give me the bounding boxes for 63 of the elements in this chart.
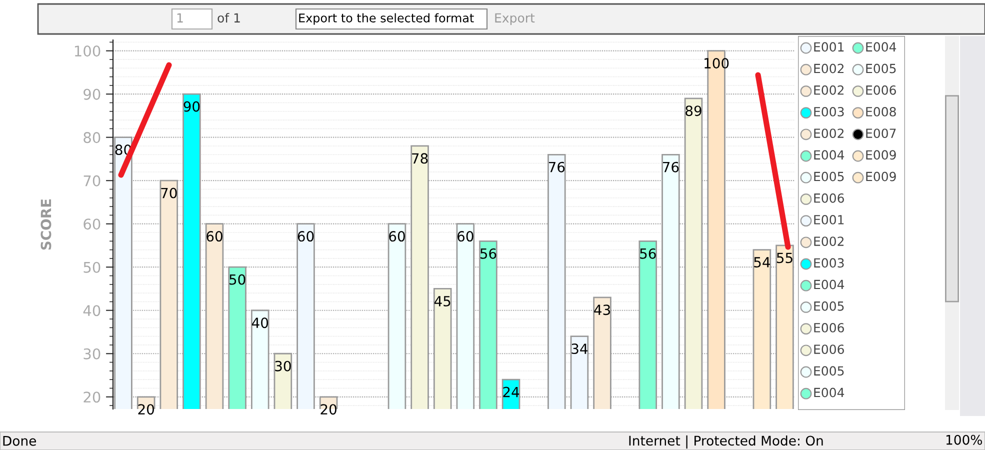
data-label: 40 <box>252 318 268 328</box>
legend-label: E001 <box>814 214 844 224</box>
data-label: 55 <box>776 252 792 264</box>
data-label: 20 <box>320 404 336 415</box>
legend-label: E006 <box>814 344 844 354</box>
legend-label: E006 <box>814 322 844 332</box>
legend-label: E006 <box>866 85 896 95</box>
legend-label: E004 <box>814 150 844 160</box>
text: Export <box>495 13 535 26</box>
y-tick-label: 60 <box>84 218 100 230</box>
legend-label: E007 <box>866 128 896 138</box>
legend-label: E002 <box>814 85 844 95</box>
data-label: 76 <box>662 162 679 172</box>
data-label: 60 <box>206 231 222 242</box>
y-tick-label: 30 <box>84 348 100 360</box>
data-label: 60 <box>298 231 314 242</box>
legend-label: E001 <box>814 42 844 52</box>
legend-label: E003 <box>814 106 844 116</box>
data-label: 100 <box>704 58 729 69</box>
text: Export to the selected format <box>299 13 474 25</box>
y-tick-label: 80 <box>84 132 100 144</box>
data-label: 54 <box>754 257 770 268</box>
legend-label: E009 <box>866 172 896 182</box>
data-label: 56 <box>480 248 496 259</box>
legend-label: E002 <box>814 236 844 246</box>
legend-label: E004 <box>814 388 844 398</box>
data-label: 34 <box>572 344 588 354</box>
legend-label: E005 <box>814 366 844 376</box>
text: Done <box>3 436 36 446</box>
legend-label: E005 <box>814 172 844 182</box>
data-label: 60 <box>458 231 474 242</box>
legend-label: E003 <box>814 258 844 268</box>
data-label: 89 <box>686 106 702 116</box>
y-tick-label: 90 <box>84 88 100 100</box>
data-label: 45 <box>434 296 450 306</box>
legend-label: E004 <box>814 280 844 290</box>
data-label: 56 <box>640 248 656 259</box>
data-label: 43 <box>594 304 610 316</box>
y-tick-label: 100 <box>74 46 100 57</box>
legend-label: E002 <box>814 128 844 138</box>
legend-label: E002 <box>814 64 844 74</box>
text: Internet | Protected Mode: On <box>629 435 823 449</box>
legend-label: E005 <box>814 301 844 311</box>
y-axis-title: SCORE <box>40 199 52 250</box>
legend-label: E008 <box>866 106 896 116</box>
text: 1 <box>177 13 183 22</box>
legend-label: E009 <box>866 150 896 160</box>
legend-label: E006 <box>814 193 844 203</box>
data-label: 50 <box>230 274 246 285</box>
legend-label: E005 <box>866 64 896 74</box>
text: of 1 <box>218 12 240 23</box>
y-tick-label: 50 <box>84 262 100 273</box>
data-label: 20 <box>138 404 154 415</box>
text: 100% <box>946 434 982 445</box>
data-label: 70 <box>161 188 177 198</box>
data-label: 60 <box>389 231 405 242</box>
data-label: 78 <box>412 153 428 164</box>
data-label: 30 <box>275 360 291 372</box>
legend-label: E004 <box>866 42 896 52</box>
data-label: 76 <box>548 162 565 172</box>
y-tick-label: 70 <box>84 175 100 186</box>
y-tick-label: 40 <box>83 305 100 316</box>
y-tick-label: 20 <box>84 392 100 403</box>
